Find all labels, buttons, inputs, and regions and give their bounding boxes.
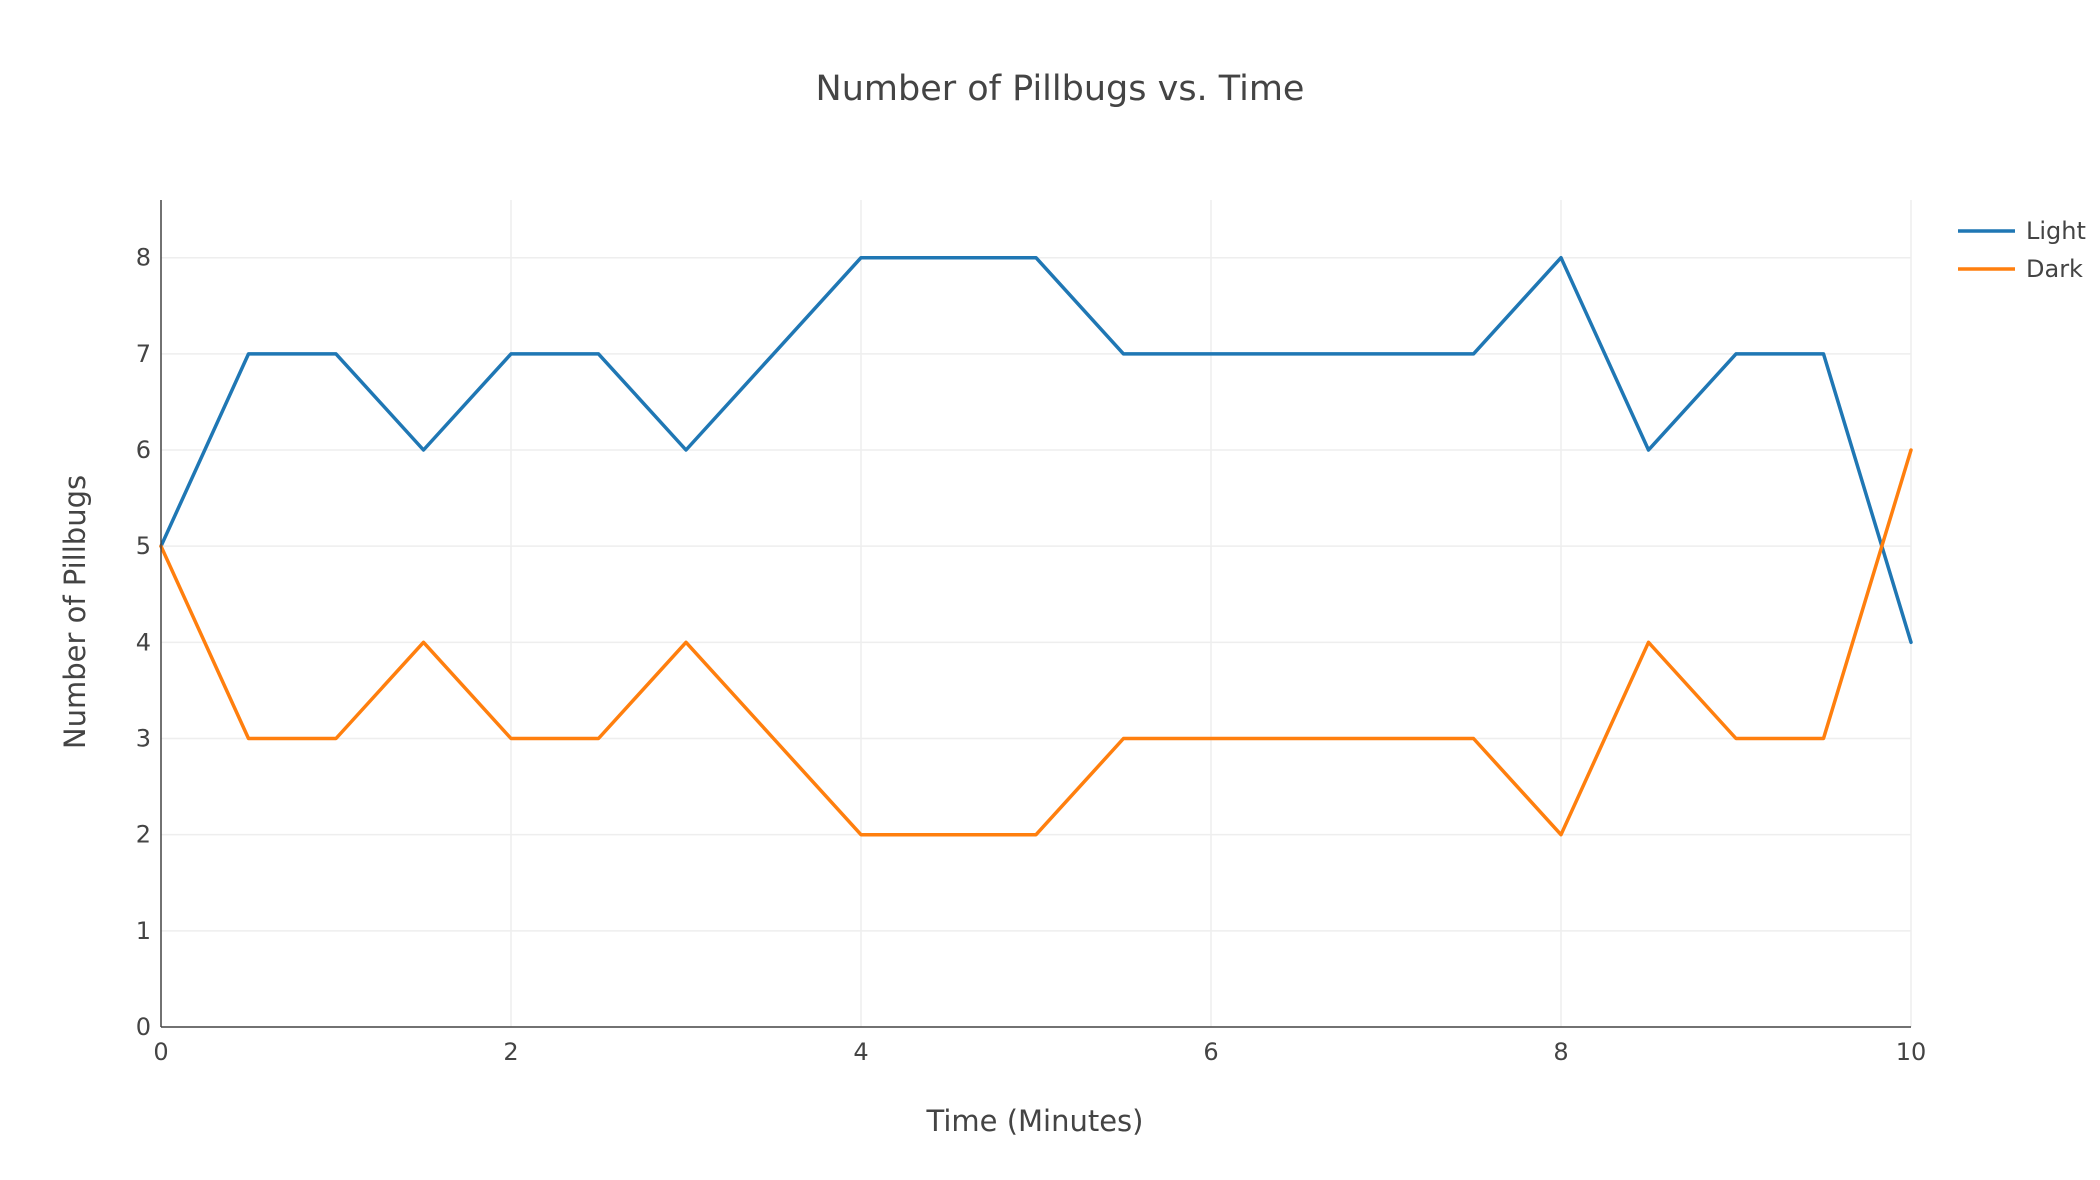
x-tick-label: 6 <box>1203 1038 1218 1066</box>
y-tick-label: 2 <box>136 821 151 849</box>
legend: Light Dark <box>1958 217 2086 283</box>
legend-label-light: Light <box>2026 217 2086 245</box>
y-tick-label: 6 <box>136 436 151 464</box>
legend-label-dark: Dark <box>2026 255 2083 283</box>
series-line-dark <box>159 448 1913 837</box>
tick-labels: 0 1 2 3 4 5 6 7 8 0 2 4 6 8 10 <box>136 244 1927 1066</box>
series-line-light <box>159 255 1913 645</box>
x-tick-label: 2 <box>503 1038 518 1066</box>
y-axis-title: Number of Pillbugs <box>58 475 92 749</box>
chart-title: Number of Pillbugs vs. Time <box>816 69 1305 109</box>
x-axis-title: Time (Minutes) <box>926 1104 1144 1138</box>
x-tick-label: 8 <box>1553 1038 1568 1066</box>
y-tick-label: 1 <box>136 917 151 945</box>
x-tick-label: 4 <box>853 1038 868 1066</box>
y-tick-label: 7 <box>136 340 151 368</box>
y-tick-label: 4 <box>136 628 151 656</box>
y-tick-label: 3 <box>136 725 151 753</box>
x-tick-label: 0 <box>153 1038 168 1066</box>
y-tick-label: 8 <box>136 244 151 272</box>
grid <box>161 200 1912 1027</box>
plot-area <box>159 255 1913 837</box>
y-tick-label: 0 <box>136 1013 151 1041</box>
axes <box>160 200 1911 1028</box>
x-tick-label: 10 <box>1896 1038 1927 1066</box>
y-tick-label: 5 <box>136 532 151 560</box>
